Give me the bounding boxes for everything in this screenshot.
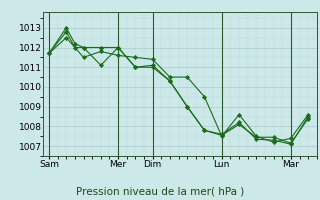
- Text: Pression niveau de la mer( hPa ): Pression niveau de la mer( hPa ): [76, 186, 244, 196]
